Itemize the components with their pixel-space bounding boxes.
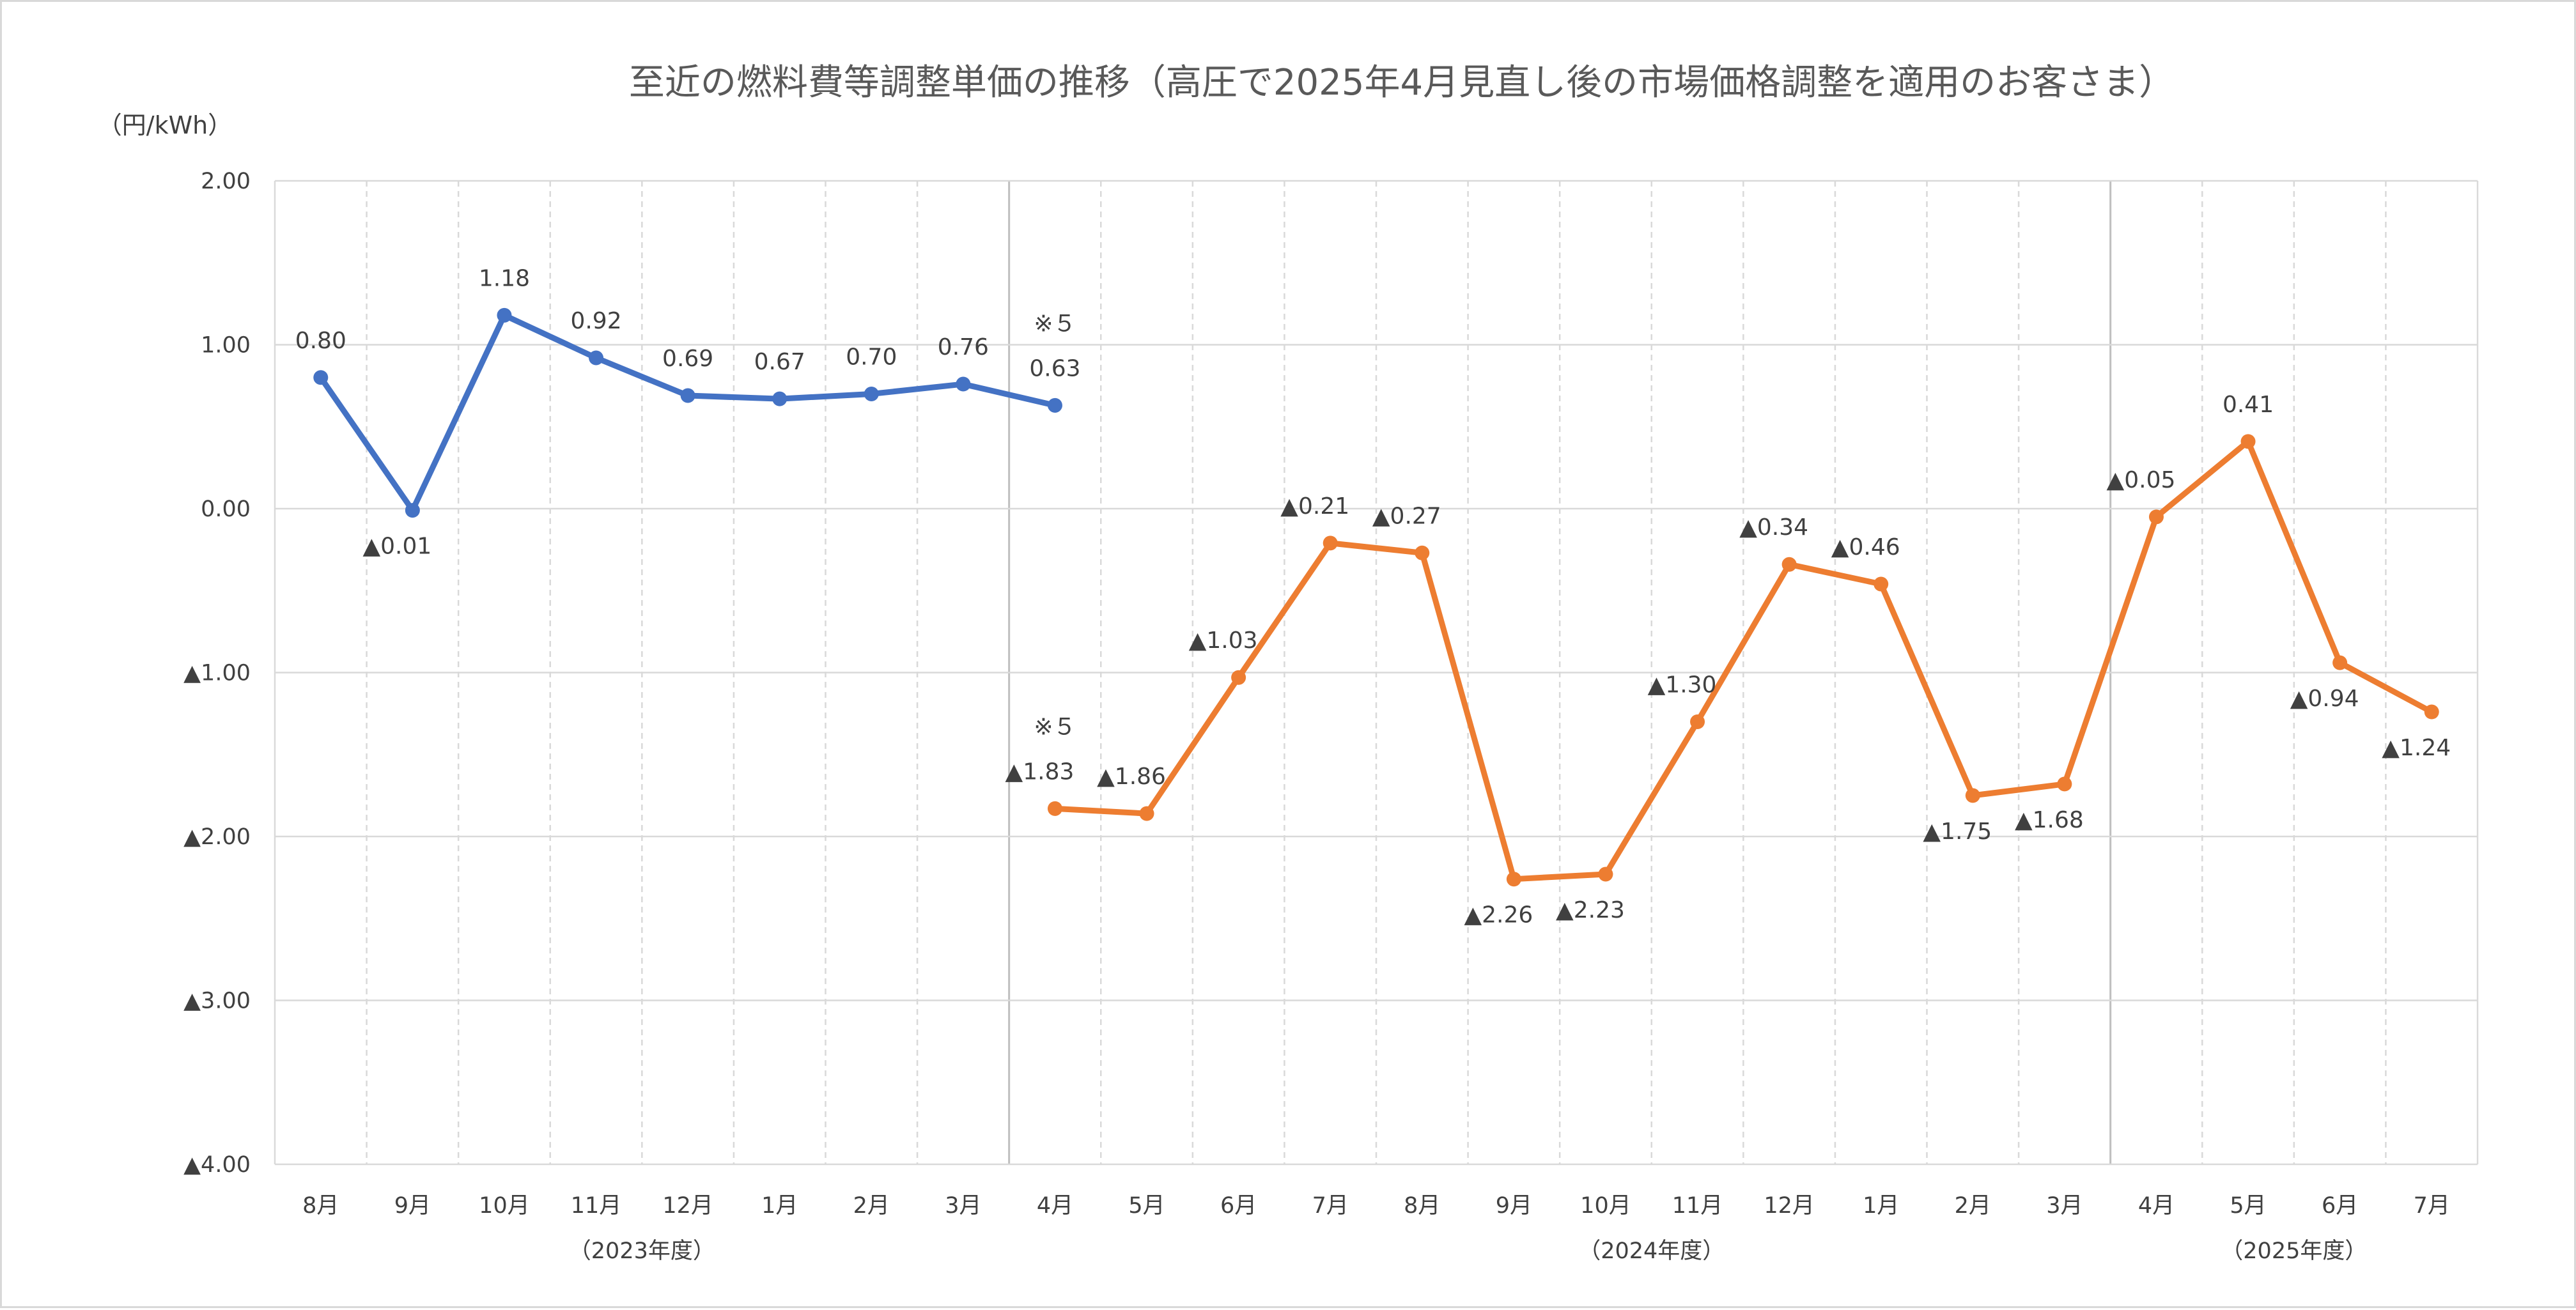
x-tick-label: 11月	[571, 1193, 622, 1219]
x-tick-label: 1月	[761, 1193, 798, 1219]
data-label: ▲0.46	[1831, 534, 1900, 560]
data-label: ▲0.27	[1372, 503, 1441, 529]
data-point-marker	[1415, 545, 1430, 560]
x-tick-label: 6月	[1220, 1193, 1257, 1219]
data-point-marker	[1047, 397, 1062, 413]
data-label: ▲0.21	[1280, 493, 1349, 520]
data-label: ▲1.30	[1648, 672, 1717, 698]
x-tick-label: 7月	[2414, 1193, 2450, 1219]
data-point-marker	[1139, 806, 1154, 821]
x-tick-label: 4月	[2138, 1193, 2175, 1219]
x-tick-label: 11月	[1672, 1193, 1723, 1219]
x-tick-label: 2月	[1955, 1193, 1991, 1219]
y-tick-label: ▲2.00	[183, 824, 251, 850]
data-label: ▲2.26	[1464, 902, 1533, 929]
data-point-marker	[2240, 434, 2256, 449]
data-point-marker	[864, 386, 879, 401]
x-tick-label: 5月	[1128, 1193, 1165, 1219]
x-tick-label: 5月	[2230, 1193, 2266, 1219]
x-tick-label: 9月	[1496, 1193, 1532, 1219]
data-label: ▲0.34	[1739, 514, 1808, 541]
data-label: ▲0.94	[2290, 686, 2359, 712]
x-tick-label: 8月	[302, 1193, 339, 1219]
data-label: ▲1.75	[1923, 819, 1992, 845]
x-tick-label: 6月	[2322, 1193, 2358, 1219]
data-point-marker	[313, 370, 329, 385]
x-tick-label: 3月	[2046, 1193, 2083, 1219]
data-label: ▲0.05	[2107, 467, 2176, 493]
x-tick-label: 7月	[1312, 1193, 1349, 1219]
footnote-marker: ※５	[1034, 714, 1076, 740]
data-point-marker	[497, 307, 512, 323]
x-tick-label: 12月	[662, 1193, 713, 1219]
x-tick-label: 3月	[945, 1193, 981, 1219]
data-point-marker	[1323, 536, 1338, 551]
y-tick-label: 2.00	[201, 169, 251, 194]
data-point-marker	[772, 391, 788, 406]
y-tick-label: ▲4.00	[183, 1152, 251, 1178]
data-point-marker	[2332, 655, 2348, 670]
data-label: ▲1.86	[1097, 764, 1166, 790]
data-label: ▲1.03	[1189, 628, 1258, 654]
x-tick-label: 12月	[1764, 1193, 1815, 1219]
data-point-marker	[956, 376, 971, 392]
data-point-marker	[2148, 509, 2164, 525]
data-label: 1.18	[479, 265, 530, 291]
x-tick-label: 9月	[394, 1193, 431, 1219]
fiscal-year-label: （2023年度）	[569, 1238, 715, 1264]
y-tick-label: 0.00	[201, 497, 251, 522]
fiscal-year-label: （2025年度）	[2221, 1238, 2367, 1264]
x-tick-label: 10月	[1580, 1193, 1631, 1219]
series-layer	[313, 307, 2439, 887]
data-label: 0.76	[938, 334, 989, 360]
axis-labels: 2.00 1.00 0.00 ▲1.00 ▲2.00 ▲3.00 ▲4.00 8月 9月 10月 1…	[183, 169, 2450, 1264]
data-point-marker	[2057, 776, 2072, 792]
data-label: 0.70	[846, 344, 897, 370]
fiscal-year-label: （2024年度）	[1578, 1238, 1725, 1264]
x-tick-label: 2月	[853, 1193, 890, 1219]
data-label: ▲1.83	[1005, 759, 1075, 785]
data-point-marker	[2424, 704, 2439, 720]
data-label: 0.92	[570, 308, 621, 334]
data-label: ▲1.24	[2382, 735, 2451, 761]
chart-title: 至近の燃料費等調整単価の推移（高圧で2025年4月見直し後の市場価格調整を適用の…	[629, 62, 2175, 104]
data-point-marker	[1506, 872, 1521, 887]
data-label: 0.69	[662, 346, 713, 372]
y-tick-label: 1.00	[201, 333, 251, 358]
series-line-2	[1051, 438, 2435, 882]
data-point-marker	[1598, 867, 1613, 882]
data-point-marker	[1781, 557, 1797, 572]
y-tick-label: ▲1.00	[183, 661, 251, 686]
data-point-marker	[1965, 788, 1980, 803]
data-label: 0.41	[2223, 392, 2274, 418]
data-label: ▲2.23	[1556, 897, 1625, 923]
grid-lines	[274, 180, 2479, 1166]
data-point-marker	[680, 388, 695, 403]
y-axis-unit-label: （円/kWh）	[98, 111, 232, 139]
data-label: ▲1.68	[2015, 807, 2084, 833]
data-point-marker	[1231, 670, 1246, 685]
data-point-marker	[405, 503, 420, 518]
data-label: ▲0.01	[362, 534, 431, 560]
x-tick-label: 4月	[1037, 1193, 1073, 1219]
data-point-marker	[1690, 714, 1705, 729]
x-tick-label: 10月	[479, 1193, 530, 1219]
data-point-marker	[1874, 576, 1889, 592]
footnote-marker: ※５	[1034, 311, 1076, 337]
data-label: 0.67	[754, 349, 805, 375]
x-tick-label: 1月	[1863, 1193, 1899, 1219]
data-point-marker	[1047, 801, 1062, 816]
x-tick-label: 8月	[1404, 1193, 1440, 1219]
data-label: 0.80	[295, 328, 346, 354]
data-labels: 0.80 ▲0.01 1.18 0.92 0.69 0.67 0.70 0.76 0.63 ※５ ▲…	[295, 265, 2451, 928]
data-label: 0.63	[1029, 355, 1080, 381]
y-tick-label: ▲3.00	[183, 989, 251, 1014]
data-point-marker	[589, 350, 604, 366]
